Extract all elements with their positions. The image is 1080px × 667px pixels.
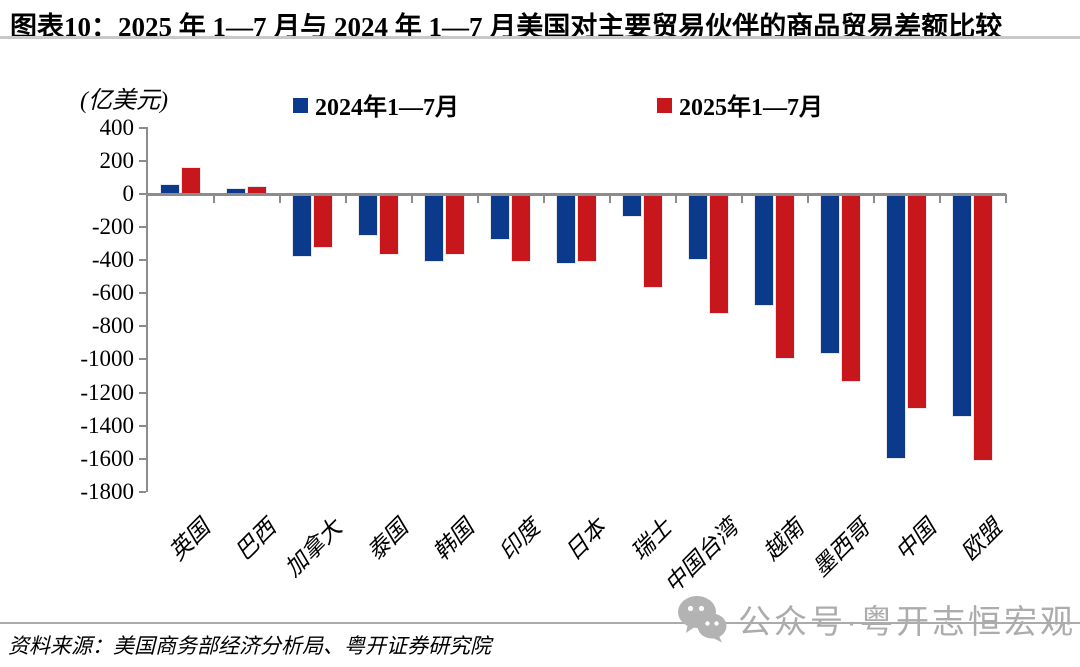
x-axis-tick <box>345 194 347 203</box>
watermark-text: 公众号·粤开志恒宏观 <box>738 603 1076 640</box>
data-source-note: 资料来源：美国商务部经济分析局、粤开证券研究院 <box>8 634 491 658</box>
bar-欧盟-2024年1—7月 <box>953 194 971 416</box>
x-axis-tick <box>873 194 875 203</box>
x-axis-category-label: 英国 <box>164 514 215 566</box>
x-axis-category-label: 韩国 <box>428 514 479 566</box>
x-axis-tick <box>279 194 281 203</box>
wechat-icon <box>678 596 727 643</box>
y-axis-tick <box>139 259 146 262</box>
y-axis-line <box>146 127 148 492</box>
bar-英国-2025年1—7月 <box>182 168 200 194</box>
x-axis-category-label: 瑞士 <box>626 514 677 566</box>
legend-item-2024: 2024年1—7月 <box>293 90 459 121</box>
x-axis-tick <box>1005 194 1007 203</box>
y-axis-tick <box>139 424 146 427</box>
y-axis-tick-label: -400 <box>91 247 134 273</box>
y-axis-tick <box>139 391 146 394</box>
bar-加拿大-2025年1—7月 <box>314 194 332 247</box>
bar-中国-2024年1—7月 <box>887 194 905 458</box>
y-axis-unit-label: (亿美元) <box>80 88 168 114</box>
bar-日本-2025年1—7月 <box>578 194 596 261</box>
bar-韩国-2024年1—7月 <box>425 194 443 261</box>
bar-墨西哥-2024年1—7月 <box>821 194 839 354</box>
x-axis-tick <box>477 194 479 203</box>
bar-巴西-2024年1—7月 <box>227 188 245 194</box>
x-axis-tick <box>411 194 413 203</box>
y-axis-tick <box>139 159 146 162</box>
bar-印度-2025年1—7月 <box>512 194 530 261</box>
y-axis-tick-label: -1000 <box>80 346 134 372</box>
bar-中国-2025年1—7月 <box>908 194 926 408</box>
x-axis-tick <box>741 194 743 203</box>
x-axis-category-label: 巴西 <box>230 514 281 566</box>
bar-越南-2024年1—7月 <box>755 194 773 305</box>
x-axis-category-label: 越南 <box>758 514 809 566</box>
x-axis-category-label: 加拿大 <box>280 514 347 582</box>
x-axis-tick <box>675 194 677 203</box>
title-divider <box>0 36 1080 39</box>
bar-中国台湾-2024年1—7月 <box>689 194 707 260</box>
x-axis-tick <box>213 194 215 203</box>
x-axis-category-label: 印度 <box>494 514 545 566</box>
y-axis-tick-label: -800 <box>91 313 134 339</box>
y-axis-tick-label: -1400 <box>80 412 134 438</box>
y-axis-tick-label: -600 <box>91 280 134 306</box>
bar-泰国-2025年1—7月 <box>380 194 398 254</box>
bar-中国台湾-2025年1—7月 <box>710 194 728 313</box>
x-axis-tick <box>807 194 809 203</box>
bar-加拿大-2024年1—7月 <box>293 194 311 256</box>
y-axis-tick-label: 400 <box>99 114 135 140</box>
y-axis-tick-label: -1800 <box>80 478 134 504</box>
y-axis-tick <box>139 126 146 129</box>
y-axis-tick-label: -1200 <box>80 379 134 405</box>
y-axis-tick <box>139 292 146 295</box>
x-axis-category-label: 欧盟 <box>956 514 1007 566</box>
x-axis-tick <box>939 194 941 203</box>
legend-item-2025: 2025年1—7月 <box>657 90 823 121</box>
legend-label-2024: 2024年1—7月 <box>315 94 459 121</box>
y-axis-tick <box>139 358 146 361</box>
bar-越南-2025年1—7月 <box>776 194 794 358</box>
x-axis-tick <box>609 194 611 203</box>
legend-label-2025: 2025年1—7月 <box>679 94 823 121</box>
x-axis-category-label: 日本 <box>560 514 611 566</box>
bar-泰国-2024年1—7月 <box>359 194 377 235</box>
y-axis-tick-label: 200 <box>99 147 135 173</box>
y-axis-tick <box>139 325 146 328</box>
y-axis-tick <box>139 457 146 460</box>
y-axis-tick-label: -1600 <box>80 445 134 471</box>
x-axis-category-label: 中国 <box>890 514 941 566</box>
bar-瑞士-2025年1—7月 <box>644 194 662 288</box>
y-axis-tick <box>139 193 146 195</box>
bar-日本-2024年1—7月 <box>557 194 575 264</box>
bar-巴西-2025年1—7月 <box>248 186 266 194</box>
bar-英国-2024年1—7月 <box>161 184 179 194</box>
bar-墨西哥-2025年1—7月 <box>842 194 860 382</box>
bar-韩国-2025年1—7月 <box>446 194 464 255</box>
watermark: 公众号·粤开志恒宏观 <box>676 595 1076 643</box>
x-axis-category-label: 墨西哥 <box>808 514 875 582</box>
bar-瑞士-2024年1—7月 <box>623 194 641 217</box>
y-axis-tick <box>139 226 146 229</box>
y-axis-tick-label: 0 <box>122 181 135 206</box>
footer-divider <box>0 622 1080 624</box>
y-axis-tick <box>139 490 146 493</box>
x-axis-category-label: 泰国 <box>362 514 413 566</box>
x-axis-zero-line <box>146 193 1006 196</box>
x-axis-tick <box>543 194 545 203</box>
bar-欧盟-2025年1—7月 <box>974 194 992 461</box>
bar-印度-2024年1—7月 <box>491 194 509 240</box>
legend-swatch-2024 <box>293 97 308 113</box>
legend-swatch-2025 <box>657 97 672 113</box>
y-axis-tick-label: -200 <box>91 214 134 240</box>
